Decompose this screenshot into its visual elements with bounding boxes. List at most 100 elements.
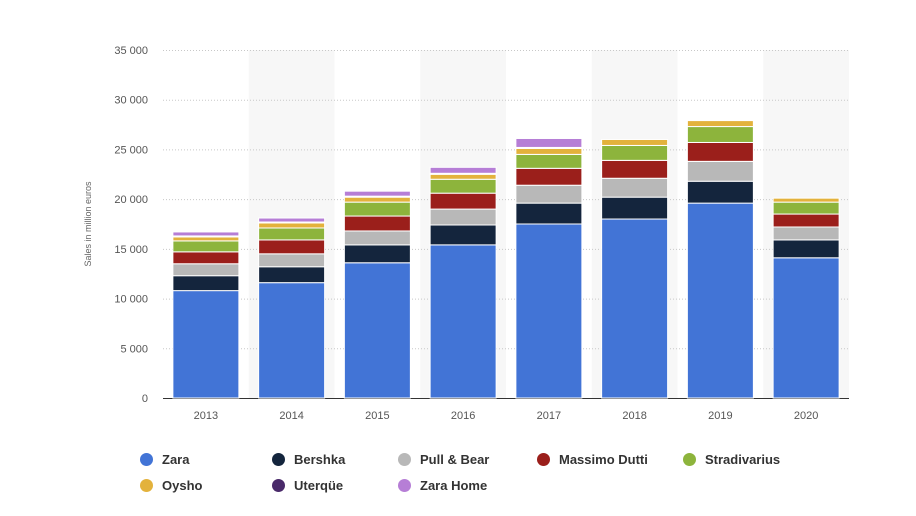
legend-label: Zara (162, 452, 190, 467)
bar-segment[interactable] (601, 196, 669, 220)
bar-segment[interactable] (601, 144, 669, 161)
x-tick-label: 2017 (537, 410, 561, 422)
bar-segment[interactable] (172, 236, 240, 242)
bar-segment[interactable] (772, 257, 840, 399)
bar-segment[interactable] (343, 230, 411, 246)
legend-swatch-icon (272, 479, 285, 492)
bar-segment[interactable] (258, 239, 326, 255)
bar-stack-2019 (686, 120, 754, 399)
bar-segment[interactable] (172, 231, 240, 237)
legend-swatch-icon (272, 453, 285, 466)
bar-segment[interactable] (686, 126, 754, 143)
x-tick-label: 2016 (451, 410, 475, 422)
bar-segment[interactable] (172, 290, 240, 399)
bar-stack-2015 (343, 190, 411, 399)
bars (172, 120, 840, 399)
y-tick-label: 30 000 (114, 95, 148, 107)
y-tick-label: 20 000 (114, 194, 148, 206)
bar-segment[interactable] (343, 196, 411, 203)
bar-segment[interactable] (686, 202, 754, 399)
x-tick-label: 2018 (622, 410, 646, 422)
bar-segment[interactable] (601, 159, 669, 179)
bar-segment[interactable] (772, 239, 840, 259)
bar-segment[interactable] (258, 222, 326, 229)
y-axis-title: Sales in million euros (83, 181, 93, 267)
legend-item[interactable]: Bershka (272, 452, 345, 467)
x-tick-label: 2015 (365, 410, 389, 422)
legend-label: Massimo Dutti (559, 452, 648, 467)
bar-segment[interactable] (515, 153, 583, 169)
legend-swatch-icon (683, 453, 696, 466)
legend-swatch-icon (140, 453, 153, 466)
y-tick-label: 15 000 (114, 244, 148, 256)
bar-segment[interactable] (686, 160, 754, 182)
bar-segment[interactable] (772, 226, 840, 241)
legend-label: Zara Home (420, 478, 488, 493)
bar-segment[interactable] (429, 178, 497, 194)
bar-segment[interactable] (429, 192, 497, 210)
bar-stack-2013 (172, 231, 240, 399)
legend-item[interactable]: Oysho (140, 478, 202, 493)
bar-segment[interactable] (515, 184, 583, 204)
bar-segment[interactable] (515, 147, 583, 155)
legend-swatch-icon (398, 479, 411, 492)
bar-segment[interactable] (258, 227, 326, 241)
legend-item[interactable]: Massimo Dutti (537, 452, 648, 467)
bar-segment[interactable] (343, 215, 411, 232)
bar-segment[interactable] (686, 120, 754, 128)
legend-label: Pull & Bear (420, 452, 490, 467)
legend-swatch-icon (398, 453, 411, 466)
bar-segment[interactable] (429, 173, 497, 180)
bar-segment[interactable] (772, 201, 840, 215)
bar-stack-2020 (772, 197, 840, 399)
bar-segment[interactable] (772, 197, 840, 203)
y-tick-label: 25 000 (114, 144, 148, 156)
legend-label: Oysho (162, 478, 203, 493)
chart-canvas: 0 5 000 10 000 15 000 20 000 25 000 30 000 35 0… (83, 45, 849, 422)
bar-segment[interactable] (172, 263, 240, 277)
x-tick-label: 2013 (194, 410, 218, 422)
x-tick-label: 2019 (708, 410, 732, 422)
bar-segment[interactable] (343, 201, 411, 217)
y-tick-label: 35 000 (114, 45, 148, 57)
legend-item[interactable]: Zara Home (398, 478, 487, 493)
legend-label: Bershka (294, 452, 346, 467)
legend-swatch-icon (537, 453, 550, 466)
legend-label: Stradivarius (705, 452, 781, 467)
bar-segment[interactable] (772, 213, 840, 228)
bar-segment[interactable] (258, 217, 326, 223)
bar-segment[interactable] (343, 244, 411, 264)
legend-item[interactable]: Pull & Bear (398, 452, 489, 467)
bar-segment[interactable] (258, 266, 326, 284)
bar-segment[interactable] (258, 282, 326, 399)
bar-segment[interactable] (343, 190, 411, 197)
bar-segment[interactable] (172, 275, 240, 292)
bar-segment[interactable] (429, 224, 497, 246)
bar-segment[interactable] (601, 218, 669, 399)
bar-segment[interactable] (601, 138, 669, 146)
legend-item[interactable]: Zara (140, 452, 189, 467)
bar-segment[interactable] (515, 137, 583, 148)
bar-segment[interactable] (515, 167, 583, 186)
bar-segment[interactable] (258, 253, 326, 268)
legend-swatch-icon (140, 479, 153, 492)
bar-segment[interactable] (429, 208, 497, 226)
bar-segment[interactable] (515, 202, 583, 225)
bar-segment[interactable] (172, 251, 240, 265)
x-tick-label: 2020 (794, 410, 818, 422)
bar-segment[interactable] (515, 223, 583, 399)
bar-segment[interactable] (172, 240, 240, 253)
bar-segment[interactable] (429, 244, 497, 399)
legend-item[interactable]: Stradivarius (683, 452, 780, 467)
bar-segment[interactable] (686, 141, 754, 162)
y-tick-label: 5 000 (120, 343, 148, 355)
bar-segment[interactable] (429, 166, 497, 174)
bar-segment[interactable] (686, 180, 754, 204)
bar-stack-2014 (258, 217, 326, 399)
legend-item[interactable]: Uterqüe (272, 478, 343, 493)
bar-segment[interactable] (343, 262, 411, 399)
legend-label: Uterqüe (294, 478, 344, 493)
bar-segment[interactable] (601, 177, 669, 198)
tick-labels: 0 5 000 10 000 15 000 20 000 25 000 30 000 35 0… (114, 45, 818, 422)
